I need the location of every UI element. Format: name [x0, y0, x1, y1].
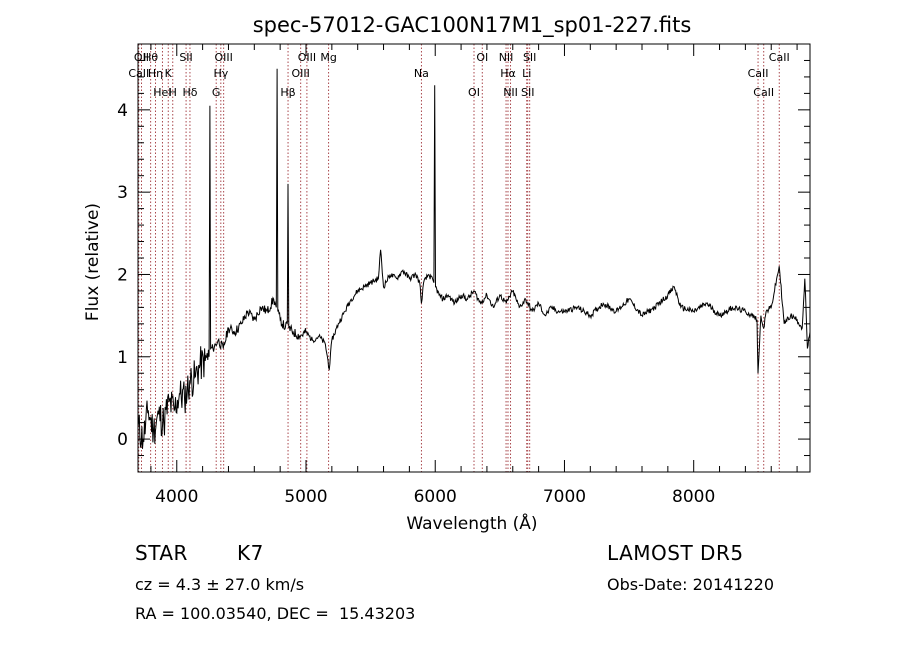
chart-title: spec-57012-GAC100N17M1_sp01-227.fits: [253, 13, 692, 38]
line-marker-label: OIII: [298, 51, 316, 64]
line-marker-label: G: [212, 86, 221, 99]
observation-date: Obs-Date: 20141220: [607, 575, 775, 594]
object-subclass: K7: [237, 541, 264, 565]
line-marker-label: OII: [134, 51, 149, 64]
line-marker-label: OIII: [292, 67, 310, 80]
x-tick-labels: 4000 5000 6000 7000 8000: [155, 487, 715, 507]
coordinates: RA = 100.03540, DEC = 15.43203: [135, 604, 416, 623]
x-tick-label: 4000: [155, 487, 198, 507]
line-marker-label: Hα: [500, 67, 516, 80]
line-marker-label: Mg: [320, 51, 336, 64]
line-marker-label: SII: [523, 51, 536, 64]
line-marker-label: Na: [414, 67, 429, 80]
y-tick-label: 1: [117, 348, 128, 368]
line-marker-label: CaII: [128, 67, 149, 80]
x-tick-label: 6000: [414, 487, 457, 507]
redshift-velocity: cz = 4.3 ± 27.0 km/s: [135, 575, 305, 594]
line-marker-label: OIII: [214, 51, 232, 64]
survey-name: LAMOST DR5: [607, 541, 744, 565]
line-marker-label: HeI: [153, 86, 171, 99]
y-tick-label: 3: [117, 183, 128, 203]
line-marker-label: Hβ: [280, 86, 295, 99]
axis-ticks: [138, 43, 810, 473]
line-marker-label: CaII: [748, 67, 769, 80]
line-marker-label: Hη: [148, 67, 163, 80]
line-marker-label: H: [169, 86, 177, 99]
line-marker-label: NII: [499, 51, 514, 64]
x-tick-label: 7000: [543, 487, 586, 507]
spectral-line-labels: Hθ K Hδ OII Hη HeI SII CaII H OIII Hγ G OIII OIII Hβ Mg…: [128, 51, 789, 99]
spectrum-line: [138, 68, 810, 449]
line-marker-label: Hθ: [143, 51, 158, 64]
line-marker-label: Hδ: [182, 86, 197, 99]
y-tick-label: 0: [117, 430, 128, 450]
y-tick-label: 4: [117, 101, 128, 121]
x-tick-label: 5000: [284, 487, 327, 507]
spectral-line-markers: [138, 44, 780, 472]
object-class: STAR: [135, 541, 188, 565]
y-axis-label: Flux (relative): [83, 203, 103, 321]
line-marker-label: OI: [468, 86, 480, 99]
y-tick-labels: 0 1 2 3 4: [117, 101, 128, 450]
spectrum-series: [138, 68, 810, 449]
x-tick-label: 8000: [672, 487, 715, 507]
line-marker-label: SII: [521, 86, 534, 99]
x-axis-label: Wavelength (Å): [406, 512, 537, 534]
line-marker-label: OI: [476, 51, 488, 64]
y-tick-label: 2: [117, 265, 128, 285]
line-marker-label: K: [165, 67, 173, 80]
line-marker-label: NII: [503, 86, 518, 99]
line-marker-label: Hγ: [213, 67, 228, 80]
line-marker-label: CaII: [753, 86, 774, 99]
line-marker-label: CaII: [769, 51, 790, 64]
line-marker-label: Li: [522, 67, 531, 80]
line-marker-label: SII: [179, 51, 192, 64]
